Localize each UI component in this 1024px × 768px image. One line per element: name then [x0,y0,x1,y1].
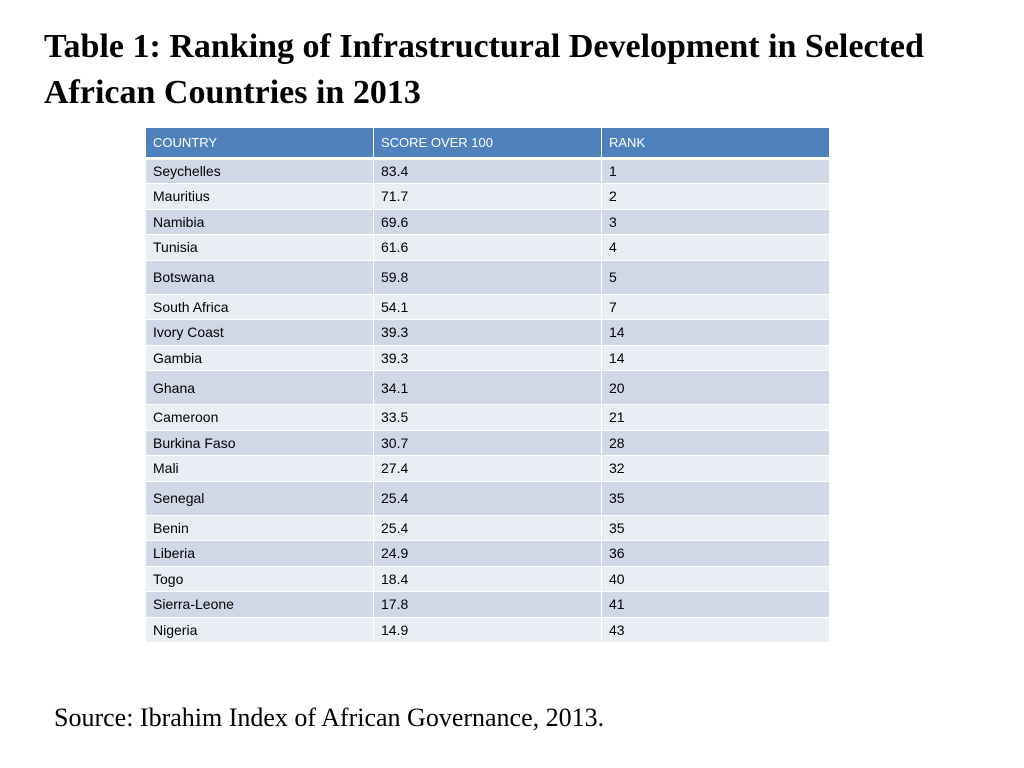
table-row: Sierra-Leone 17.8 41 [145,591,830,618]
slide-title: Table 1: Ranking of Infrastructural Deve… [44,28,924,111]
cell-score: 27.4 [373,455,602,482]
table-row: Nigeria 14.9 43 [145,617,830,643]
table-row: Botswana 59.8 5 [145,260,830,295]
cell-score: 25.4 [373,481,602,516]
cell-rank: 36 [601,540,830,567]
table-row: Namibia 69.6 3 [145,209,830,235]
cell-rank: 14 [601,319,830,346]
cell-country: South Africa [145,294,374,320]
cell-score: 61.6 [373,234,602,261]
table-row: Togo 18.4 40 [145,566,830,592]
table-row: Liberia 24.9 36 [145,540,830,567]
cell-rank: 14 [601,345,830,371]
table-row: Ivory Coast 39.3 14 [145,319,830,346]
cell-country: Botswana [145,260,374,295]
cell-score: 69.6 [373,209,602,235]
header-rank: RANK [601,128,830,160]
cell-score: 24.9 [373,540,602,567]
table-row: Benin 25.4 35 [145,515,830,541]
cell-rank: 2 [601,183,830,210]
cell-country: Namibia [145,209,374,235]
cell-rank: 1 [601,158,830,184]
cell-country: Tunisia [145,234,374,261]
cell-country: Burkina Faso [145,430,374,456]
cell-score: 30.7 [373,430,602,456]
cell-score: 39.3 [373,345,602,371]
cell-rank: 21 [601,404,830,431]
table-row: Cameroon 33.5 21 [145,404,830,431]
cell-score: 25.4 [373,515,602,541]
table-row: Mali 27.4 32 [145,455,830,482]
cell-score: 34.1 [373,370,602,405]
cell-rank: 4 [601,234,830,261]
cell-rank: 3 [601,209,830,235]
header-country: COUNTRY [145,128,374,160]
cell-country: Senegal [145,481,374,516]
cell-country: Benin [145,515,374,541]
cell-rank: 35 [601,481,830,516]
ranking-table: COUNTRY SCORE OVER 100 RANK Seychelles 8… [145,128,830,643]
table-row: Mauritius 71.7 2 [145,183,830,210]
cell-country: Nigeria [145,617,374,643]
ranking-table-container: COUNTRY SCORE OVER 100 RANK Seychelles 8… [145,128,830,643]
cell-country: Gambia [145,345,374,371]
cell-score: 83.4 [373,158,602,184]
table-row: Seychelles 83.4 1 [145,158,830,184]
cell-score: 59.8 [373,260,602,295]
cell-rank: 41 [601,591,830,618]
table-row: Burkina Faso 30.7 28 [145,430,830,456]
cell-country: Ghana [145,370,374,405]
cell-country: Liberia [145,540,374,567]
table-body: Seychelles 83.4 1 Mauritius 71.7 2 Namib… [145,158,830,643]
table-row: Senegal 25.4 35 [145,481,830,516]
source-note: Source: Ibrahim Index of African Governa… [54,703,605,732]
cell-country: Ivory Coast [145,319,374,346]
cell-rank: 32 [601,455,830,482]
cell-score: 33.5 [373,404,602,431]
cell-rank: 20 [601,370,830,405]
cell-rank: 43 [601,617,830,643]
cell-score: 39.3 [373,319,602,346]
cell-country: Sierra-Leone [145,591,374,618]
cell-rank: 35 [601,515,830,541]
cell-rank: 7 [601,294,830,320]
cell-country: Cameroon [145,404,374,431]
cell-country: Mali [145,455,374,482]
cell-country: Seychelles [145,158,374,184]
table-row: South Africa 54.1 7 [145,294,830,320]
cell-rank: 5 [601,260,830,295]
cell-score: 17.8 [373,591,602,618]
cell-score: 54.1 [373,294,602,320]
table-row: Tunisia 61.6 4 [145,234,830,261]
cell-score: 71.7 [373,183,602,210]
table-row: Gambia 39.3 14 [145,345,830,371]
cell-rank: 40 [601,566,830,592]
cell-country: Mauritius [145,183,374,210]
cell-score: 18.4 [373,566,602,592]
header-score: SCORE OVER 100 [373,128,602,160]
cell-country: Togo [145,566,374,592]
cell-rank: 28 [601,430,830,456]
table-header-row: COUNTRY SCORE OVER 100 RANK [145,128,830,160]
cell-score: 14.9 [373,617,602,643]
table-row: Ghana 34.1 20 [145,370,830,405]
